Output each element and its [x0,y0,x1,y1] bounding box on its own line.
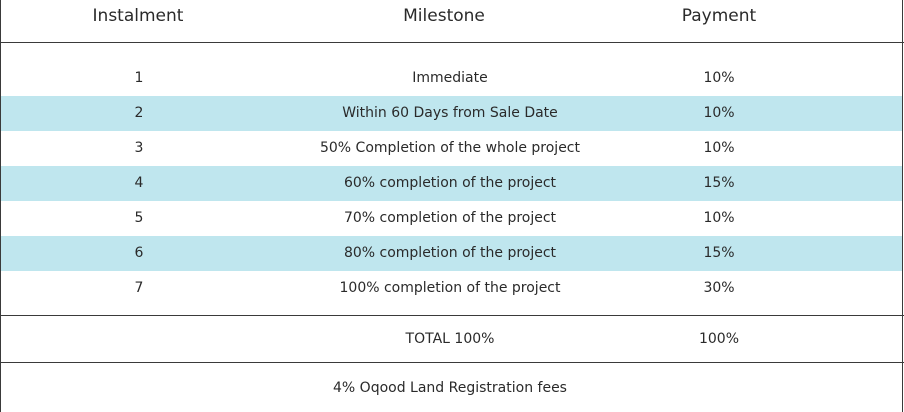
header-instalment: Instalment [92,6,184,26]
instalment-number: 3 [134,140,144,156]
instalment-number: 5 [134,210,144,226]
payment-percent: 30% [703,280,735,296]
payment-percent: 10% [703,210,735,226]
total-payment: 100% [698,331,740,347]
milestone-text: 70% completion of the project [343,210,557,226]
milestone-text: 60% completion of the project [343,175,557,191]
footer-divider [0,362,904,363]
header-divider [0,42,904,43]
table-header: Instalment Milestone Payment [0,0,904,32]
payment-percent: 10% [703,70,735,86]
total-divider [0,315,904,316]
table-row: 5 70% completion of the project 10% [1,201,902,236]
payment-percent: 10% [703,140,735,156]
footer-row: 4% Oqood Land Registration fees [1,372,902,404]
table-row: 4 60% completion of the project 15% [1,166,902,201]
instalment-number: 4 [134,175,144,191]
milestone-text: Within 60 Days from Sale Date [342,105,558,121]
total-label: TOTAL 100% [405,331,495,347]
header-milestone: Milestone [403,6,485,26]
table-right-border [902,0,903,412]
header-payment: Payment [681,6,757,26]
instalment-number: 2 [134,105,144,121]
payment-percent: 15% [703,175,735,191]
table-row: 3 50% Completion of the whole project 10… [1,131,902,166]
table-row: 7 100% completion of the project 30% [1,271,902,306]
table-row: 6 80% completion of the project 15% [1,236,902,271]
milestone-text: 50% Completion of the whole project [319,140,581,156]
milestone-text: 80% completion of the project [343,245,557,261]
milestone-text: 100% completion of the project [339,280,561,296]
payment-percent: 10% [703,105,735,121]
instalment-number: 6 [134,245,144,261]
footer-note: 4% Oqood Land Registration fees [333,380,567,396]
table-left-border [0,0,1,412]
instalment-number: 7 [134,280,144,296]
instalment-number: 1 [134,70,144,86]
total-row: TOTAL 100% 100% [1,322,902,357]
table-row: 1 Immediate 10% [1,61,902,96]
payment-percent: 15% [703,245,735,261]
milestone-text: Immediate [412,70,488,86]
table-row: 2 Within 60 Days from Sale Date 10% [1,96,902,131]
